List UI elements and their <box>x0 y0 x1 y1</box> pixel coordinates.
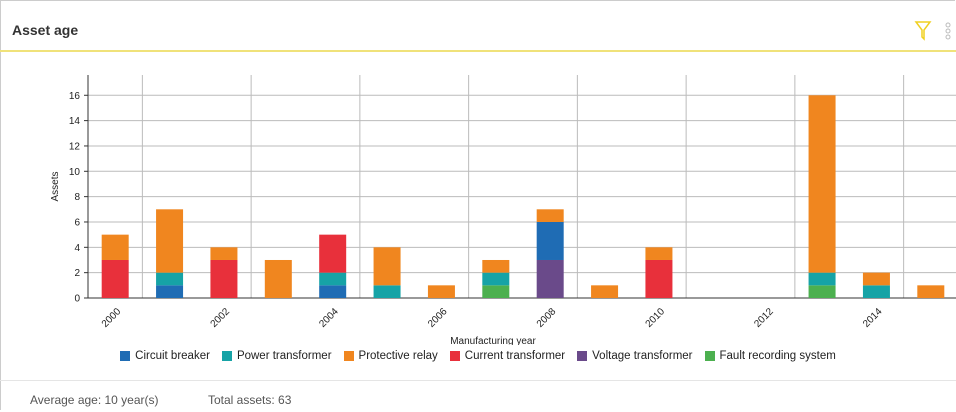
legend-swatch <box>704 351 715 361</box>
bar-segment <box>482 272 510 286</box>
legend-swatch <box>449 351 460 361</box>
bar-segment <box>101 259 129 298</box>
legend-item[interactable]: Voltage transformer <box>577 350 693 362</box>
bar-segment <box>808 285 836 298</box>
x-tick-label: 2004 <box>317 306 341 330</box>
bar-segment <box>591 285 619 298</box>
bar-segment <box>482 259 510 273</box>
average-age: Average age: 10 year(s) <box>30 393 159 407</box>
y-tick-label: 10 <box>69 167 81 178</box>
legend: Circuit breaker Power transformer Protecti… <box>0 350 956 362</box>
filter-icon[interactable] <box>914 20 954 42</box>
y-tick-label: 16 <box>69 91 81 102</box>
bar-segment <box>427 285 455 298</box>
y-axis-label: Assets <box>50 171 61 201</box>
x-tick-label: 2014 <box>861 306 885 330</box>
legend-item[interactable]: Current transformer <box>449 350 566 362</box>
bar-segment <box>210 259 238 298</box>
legend-item[interactable]: Protective relay <box>343 350 438 362</box>
legend-swatch <box>120 351 131 361</box>
y-tick-label: 2 <box>74 268 80 279</box>
bar-segment <box>264 259 292 298</box>
bar-segment <box>808 272 836 286</box>
bar-segment <box>156 272 184 286</box>
bar-segment <box>917 285 945 298</box>
bar-segment <box>319 285 347 298</box>
bar-segment <box>156 209 184 273</box>
total-assets: Total assets: 63 <box>208 393 292 407</box>
legend-label: Circuit breaker <box>135 350 210 362</box>
y-tick-label: 4 <box>74 243 80 254</box>
bar-segment <box>645 247 673 260</box>
bar-segment <box>536 259 564 298</box>
bar-segment <box>536 209 564 222</box>
bar-segment <box>319 234 347 273</box>
y-tick-label: 6 <box>74 217 80 228</box>
bar-segment <box>373 247 401 286</box>
bar-segment <box>862 285 890 298</box>
legend-label: Power transformer <box>236 350 332 362</box>
legend-swatch <box>343 351 354 361</box>
bar-segment <box>482 285 510 298</box>
bar-segment <box>645 259 673 298</box>
bar-segment <box>373 285 401 298</box>
bar-segment <box>808 95 836 273</box>
x-tick-label: 2010 <box>644 306 668 330</box>
y-tick-label: 14 <box>69 116 81 127</box>
legend-swatch <box>221 351 232 361</box>
widget-header: Asset age <box>0 0 956 52</box>
y-tick-label: 8 <box>74 192 80 203</box>
x-tick-label: 2008 <box>535 306 559 330</box>
legend-label: Fault recording system <box>719 350 836 362</box>
bar-segment <box>536 221 564 260</box>
footer: Average age: 10 year(s) Total assets: 63 <box>0 380 956 412</box>
x-tick-label: 2000 <box>100 306 124 330</box>
widget-title: Asset age <box>12 22 79 38</box>
x-axis-label: Manufacturing year <box>450 336 536 345</box>
legend-swatch <box>577 351 588 361</box>
y-tick-label: 0 <box>74 294 80 305</box>
y-tick-label: 12 <box>69 141 81 152</box>
legend-label: Protective relay <box>358 350 438 362</box>
legend-label: Voltage transformer <box>592 350 693 362</box>
bar-segment <box>862 272 890 286</box>
legend-label: Current transformer <box>464 350 566 362</box>
x-tick-label: 2002 <box>209 306 233 330</box>
legend-item[interactable]: Power transformer <box>221 350 332 362</box>
x-tick-label: 2006 <box>426 306 450 330</box>
legend-item[interactable]: Circuit breaker <box>120 350 210 362</box>
legend-item[interactable]: Fault recording system <box>704 350 836 362</box>
bar-segment <box>319 272 347 286</box>
bar-segment <box>101 234 129 260</box>
bar-segment <box>210 247 238 260</box>
bar-segment <box>156 285 184 298</box>
x-tick-label: 2012 <box>752 306 776 330</box>
